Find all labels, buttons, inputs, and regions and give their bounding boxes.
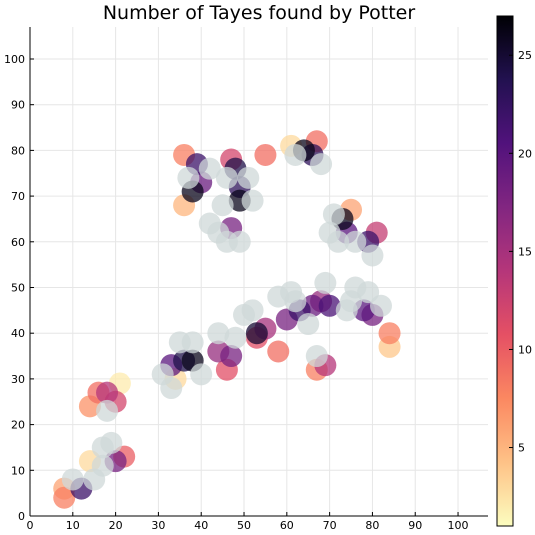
y-tick-label: 70 [11, 190, 25, 203]
y-tick-label: 80 [11, 144, 25, 157]
y-tick-label: 100 [4, 53, 25, 66]
colorbar-gradient [496, 15, 514, 527]
data-point [100, 431, 123, 454]
data-point [369, 294, 392, 317]
data-point [318, 294, 341, 317]
data-point [96, 399, 119, 422]
data-point [215, 230, 238, 253]
y-tick-label: 50 [11, 281, 25, 294]
data-point [318, 221, 341, 244]
data-point [215, 166, 238, 189]
colorbar-tick-label: 25 [518, 49, 532, 62]
colorbar: 5 10 15 20 25 [496, 15, 532, 527]
chart-title: Number of Tayes found by Potter [103, 2, 416, 24]
data-point [254, 143, 277, 166]
y-tick-label: 0 [18, 510, 25, 523]
data-point [177, 166, 200, 189]
colorbar-tick-label: 20 [518, 147, 532, 160]
axes: 0 10 20 30 40 50 60 70 80 90 100 0 10 20 30 40 50 60 70 80 9… [4, 27, 488, 532]
x-tick-label: 0 [27, 519, 34, 532]
data-point [237, 166, 260, 189]
data-point [96, 381, 119, 404]
data-point [357, 281, 380, 304]
y-tick-label: 90 [11, 99, 25, 112]
x-tick-label: 90 [408, 519, 422, 532]
y-tick-label: 40 [11, 327, 25, 340]
data-point [361, 244, 384, 267]
data-point [267, 340, 290, 363]
data-point [245, 322, 268, 345]
data-point [297, 313, 320, 336]
colorbar-tick-label: 15 [518, 245, 532, 258]
x-tick-label: 70 [323, 519, 337, 532]
data-point [91, 454, 114, 477]
data-point [241, 299, 264, 322]
data-point [322, 203, 345, 226]
x-tick-label: 50 [237, 519, 251, 532]
data-point [335, 299, 358, 322]
data-point [310, 153, 333, 176]
x-tick-label: 10 [66, 519, 80, 532]
x-tick-label: 20 [109, 519, 123, 532]
y-tick-label: 20 [11, 419, 25, 432]
data-point [284, 290, 307, 313]
data-point [181, 331, 204, 354]
data-point [305, 345, 328, 368]
data-point [344, 230, 367, 253]
data-points [53, 130, 401, 509]
y-tick-label: 60 [11, 236, 25, 249]
data-point [190, 363, 213, 386]
x-tick-label: 60 [280, 519, 294, 532]
y-tick-label: 30 [11, 373, 25, 386]
data-point [53, 486, 76, 509]
data-point [378, 322, 401, 345]
data-point [61, 468, 84, 491]
data-point [207, 322, 230, 345]
y-tick-label: 10 [11, 464, 25, 477]
data-point [211, 194, 234, 217]
data-point [198, 157, 221, 180]
data-point [241, 189, 264, 212]
data-point [198, 212, 221, 235]
colorbar-tick-label: 5 [518, 442, 525, 455]
x-tick-label: 40 [194, 519, 208, 532]
data-point [314, 271, 337, 294]
data-point [160, 377, 183, 400]
data-point [220, 345, 243, 368]
colorbar-tick-label: 10 [518, 343, 532, 356]
data-point [224, 326, 247, 349]
x-tick-label: 80 [365, 519, 379, 532]
data-point [284, 143, 307, 166]
x-tick-label: 30 [151, 519, 165, 532]
x-tick-label: 100 [448, 519, 469, 532]
